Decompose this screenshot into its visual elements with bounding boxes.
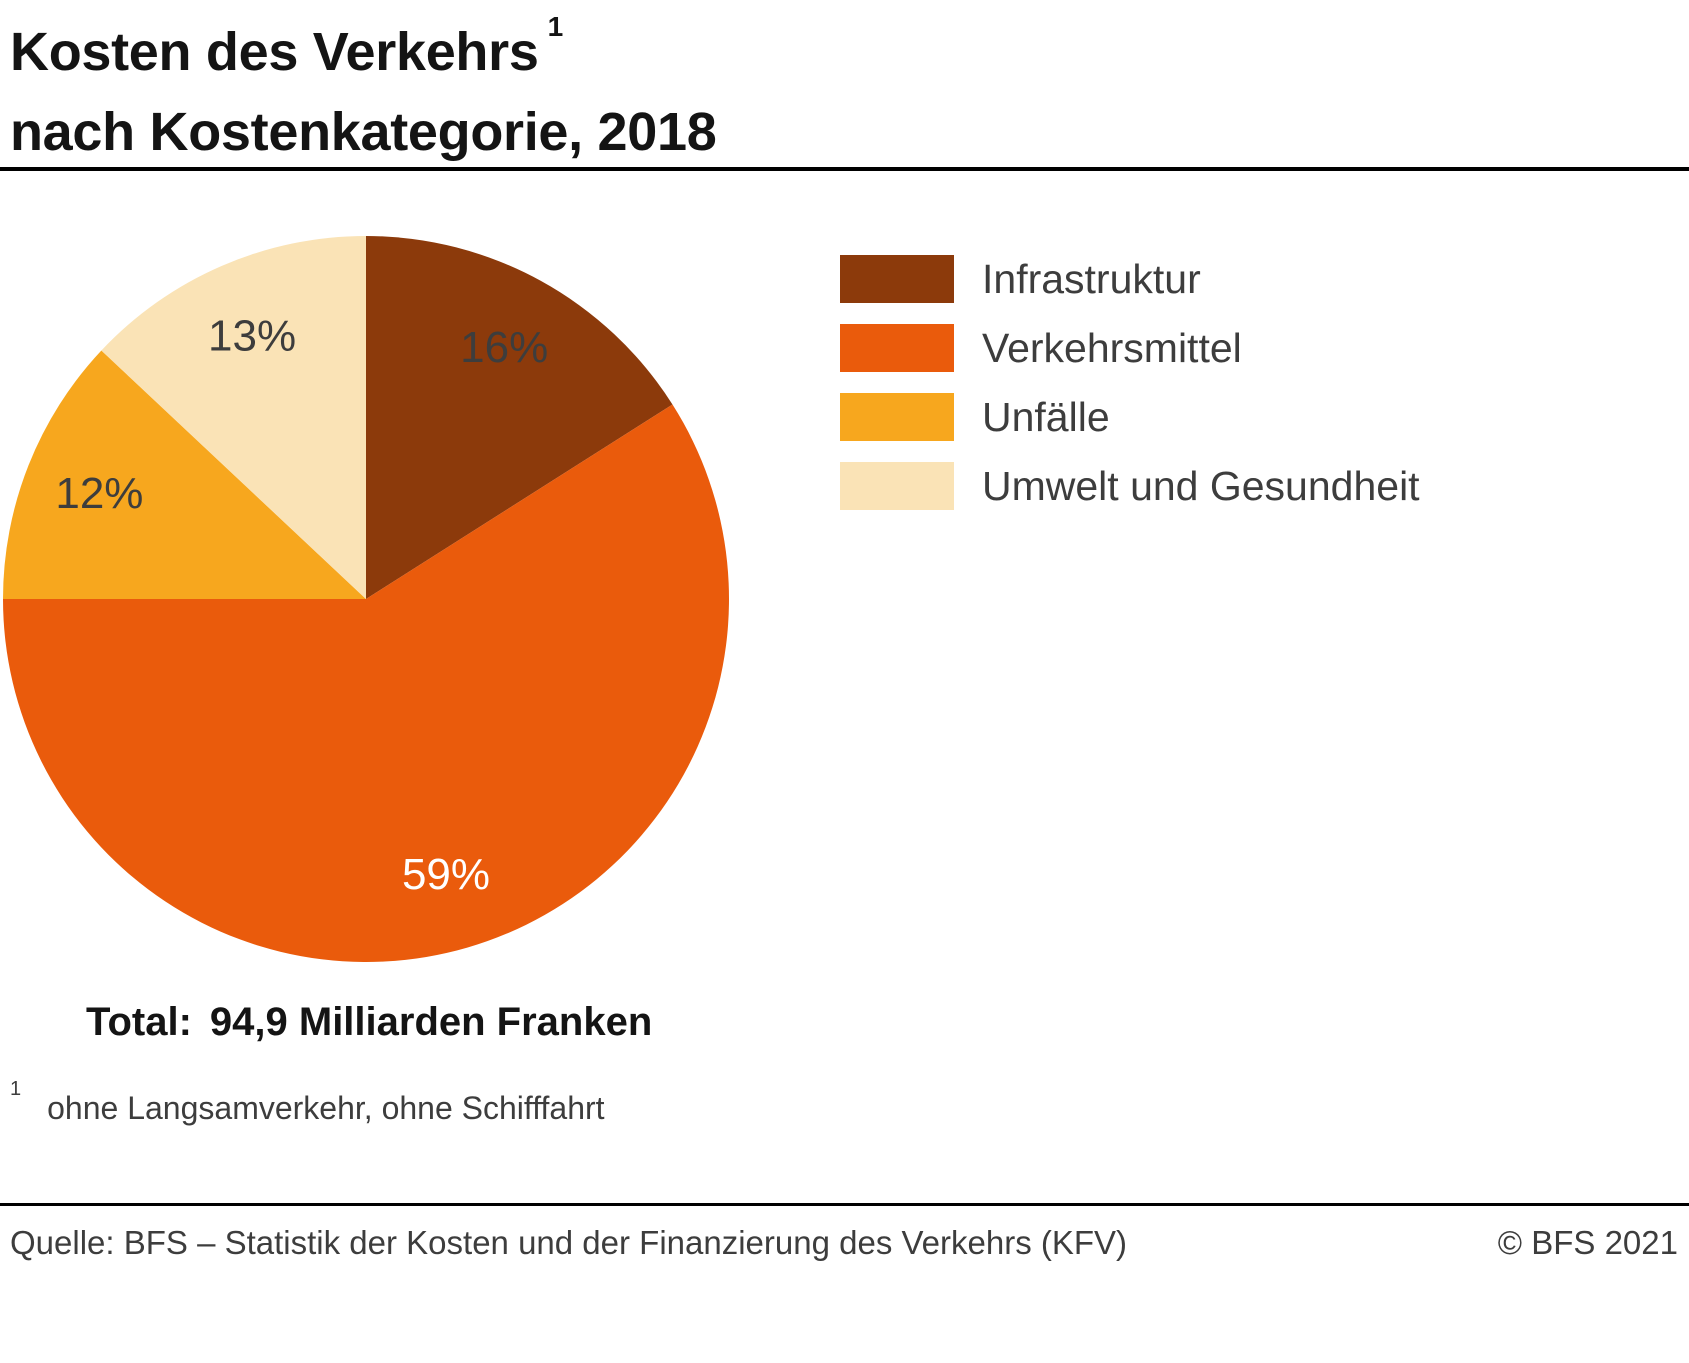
pie-slice-verkehrsmittel [3,404,729,962]
pie-chart: 16% 59% 12% 13% [3,236,729,962]
footer: Quelle: BFS – Statistik der Kosten und d… [10,1224,1678,1262]
copyright-text: © BFS 2021 [1497,1224,1678,1261]
title-footnote-marker: 1 [547,10,564,42]
title-line-1: Kosten des Verkehrs 1 [10,2,717,92]
legend-item-umwelt-und-gesundheit: Umwelt und Gesundheit [840,462,1420,510]
pie-slice-infrastruktur [366,236,673,599]
legend-swatch-unfaelle [840,393,954,441]
pie-slice-unfaelle [3,350,366,599]
legend: Infrastruktur Verkehrsmittel Unfälle Umw… [840,255,1420,531]
pie-chart-container: 16% 59% 12% 13% [1,234,731,964]
pie-value-label-infrastruktur: 16% [460,323,548,372]
footnote-text: ohne Langsamverkehr, ohne Schifffahrt [47,1090,605,1126]
pie-value-label-unfaelle: 12% [55,469,143,518]
legend-label-verkehrsmittel: Verkehrsmittel [982,324,1242,371]
legend-swatch-infrastruktur [840,255,954,303]
footer-divider [0,1203,1689,1206]
legend-item-unfaelle: Unfälle [840,393,1420,441]
pie-slice-umwelt-und-gesundheit [101,236,366,599]
pie-value-label-verkehrsmittel: 59% [402,850,490,899]
title-divider [0,167,1689,171]
title-line-2: nach Kostenkategorie, 2018 [10,102,717,162]
footnote-marker: 1 [10,1078,22,1101]
total-line: Total: 94,9 Milliarden Franken [86,1000,652,1045]
total-value: 94,9 Milliarden Franken [209,1000,653,1044]
legend-label-unfaelle: Unfälle [982,393,1110,440]
legend-item-verkehrsmittel: Verkehrsmittel [840,324,1420,372]
footnote: 1 ohne Langsamverkehr, ohne Schifffahrt [10,1078,605,1127]
title-text: Kosten des Verkehrs [10,22,539,82]
source-text: Quelle: BFS – Statistik der Kosten und d… [10,1224,1128,1261]
legend-item-infrastruktur: Infrastruktur [840,255,1420,303]
pie-value-label-umwelt-und-gesundheit: 13% [208,311,296,360]
legend-swatch-verkehrsmittel [840,324,954,372]
legend-label-infrastruktur: Infrastruktur [982,255,1201,302]
legend-label-umwelt-und-gesundheit: Umwelt und Gesundheit [982,462,1420,509]
legend-swatch-umwelt-und-gesundheit [840,462,954,510]
total-label: Total: [86,1000,192,1044]
page-title: Kosten des Verkehrs 1 nach Kostenkategori… [10,2,717,172]
